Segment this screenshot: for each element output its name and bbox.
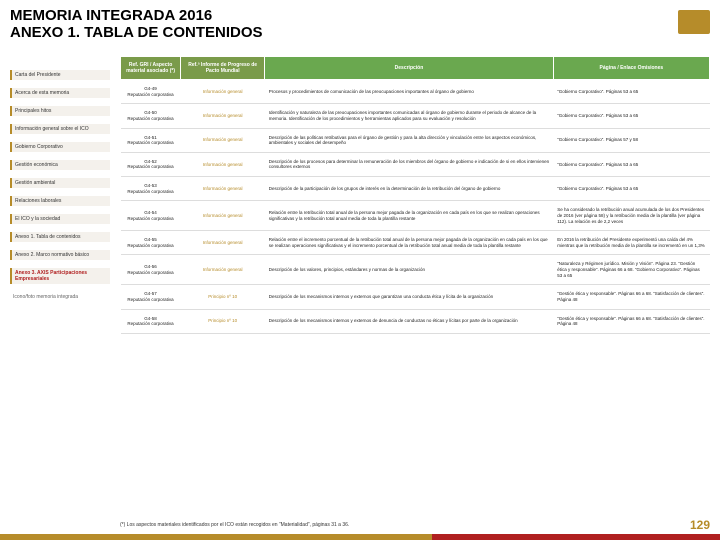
cell-inf: Información general	[181, 201, 265, 231]
cell-ref: G4-49Reputación corporativa	[121, 80, 181, 104]
table-row: G4-57Reputación corporativaPrincipio nº …	[121, 285, 710, 309]
th-ref: Ref. GRI / Aspecto material asociado (*)	[121, 57, 181, 80]
sidebar-item-6[interactable]: Gestión ambiental	[10, 178, 110, 188]
sidebar-item-5[interactable]: Gestión económica	[10, 160, 110, 170]
cell-ref: G4-55Reputación corporativa	[121, 231, 181, 255]
cell-inf: Información general	[181, 152, 265, 176]
table-row: G4-53Reputación corporativaInformación g…	[121, 177, 710, 201]
table-row: G4-52Reputación corporativaInformación g…	[121, 152, 710, 176]
cell-pag: “Gobierno Corporativo”. Páginas 57 y 58	[553, 128, 709, 152]
title-line1: MEMORIA INTEGRADA 2016	[10, 8, 710, 25]
content-area: Ref. GRI / Aspecto material asociado (*)…	[120, 56, 710, 518]
footnote: (*) Los aspectos materiales identificado…	[120, 522, 660, 528]
cell-ref: G4-50Reputación corporativa	[121, 104, 181, 128]
cell-ref: G4-53Reputación corporativa	[121, 177, 181, 201]
cell-ref: G4-57Reputación corporativa	[121, 285, 181, 309]
cell-desc: Relación entre el incremento porcentual …	[265, 231, 553, 255]
table-row: G4-58Reputación corporativaPrincipio nº …	[121, 309, 710, 333]
cell-desc: Procesos y procedimientos de comunicació…	[265, 80, 553, 104]
cell-inf: Información general	[181, 104, 265, 128]
table-row: G4-51Reputación corporativaInformación g…	[121, 128, 710, 152]
sidebar-item-2[interactable]: Principales hitos	[10, 106, 110, 116]
cell-ref: G4-56Reputación corporativa	[121, 255, 181, 285]
sidebar-item-8[interactable]: El ICO y la sociedad	[10, 214, 110, 224]
sidebar-item-7[interactable]: Relaciones laborales	[10, 196, 110, 206]
cell-desc: Descripción de los valores, principios, …	[265, 255, 553, 285]
sidebar-item-3[interactable]: Información general sobre el ICO	[10, 124, 110, 134]
sidebar-item-9[interactable]: Anexo 1. Tabla de contenidos	[10, 232, 110, 242]
cell-inf: Información general	[181, 128, 265, 152]
sidebar-item-1[interactable]: Acerca de esta memoria	[10, 88, 110, 98]
cell-pag: En 2016 la retribución del Presidente ex…	[553, 231, 709, 255]
cell-pag: Se ha considerado la retribución anual a…	[553, 201, 709, 231]
cell-desc: Descripción de los mecanismos internos y…	[265, 309, 553, 333]
sidebar-nav: Carta del Presidente Acerca de esta memor…	[10, 70, 110, 302]
cell-ref: G4-52Reputación corporativa	[121, 152, 181, 176]
cell-inf: Información general	[181, 177, 265, 201]
table-row: G4-49Reputación corporativaInformación g…	[121, 80, 710, 104]
th-inf: Ref.ª Informe de Progreso de Pacto Mundi…	[181, 57, 265, 80]
cell-desc: Relación entre la retribución total anua…	[265, 201, 553, 231]
sidebar-item-0[interactable]: Carta del Presidente	[10, 70, 110, 80]
cell-ref: G4-51Reputación corporativa	[121, 128, 181, 152]
cell-ref: G4-58Reputación corporativa	[121, 309, 181, 333]
cell-inf: Información general	[181, 231, 265, 255]
cell-desc: Identificación y naturaleza de las preoc…	[265, 104, 553, 128]
cell-pag: “Naturaleza y Régimen jurídico. Misión y…	[553, 255, 709, 285]
cell-pag: “Gestión ética y responsable”. Páginas 6…	[553, 309, 709, 333]
ico-logo	[678, 10, 710, 34]
cell-desc: Descripción de las políticas retributiva…	[265, 128, 553, 152]
th-pag: Página / Enlace Omisiones	[553, 57, 709, 80]
sidebar-item-11[interactable]: Anexo 3. AXIS Participaciones Empresaria…	[10, 268, 110, 284]
cell-desc: Descripción de los mecanismos internos y…	[265, 285, 553, 309]
table-row: G4-54Reputación corporativaInformación g…	[121, 201, 710, 231]
cell-desc: Descripción de la participación de los g…	[265, 177, 553, 201]
sidebar-item-10[interactable]: Anexo 2. Marco normativo básico	[10, 250, 110, 260]
cell-inf: Información general	[181, 255, 265, 285]
table-row: G4-55Reputación corporativaInformación g…	[121, 231, 710, 255]
contents-table: Ref. GRI / Aspecto material asociado (*)…	[120, 56, 710, 334]
cell-inf: Información general	[181, 80, 265, 104]
cell-inf: Principio nº 10	[181, 309, 265, 333]
footer-bar	[0, 534, 720, 540]
cell-pag: “Gobierno Corporativo”. Páginas 53 a 65	[553, 152, 709, 176]
cell-pag: “Gestión ética y responsable”. Páginas 6…	[553, 285, 709, 309]
cell-desc: Descripción de los procesos para determi…	[265, 152, 553, 176]
sidebar-item-12[interactable]: Icono/foto memoria integrada	[10, 292, 110, 302]
table-row: G4-56Reputación corporativaInformación g…	[121, 255, 710, 285]
cell-inf: Principio nº 10	[181, 285, 265, 309]
page-number: 129	[690, 518, 710, 532]
title-line2: ANEXO 1. TABLA DE CONTENIDOS	[10, 25, 710, 42]
cell-ref: G4-54Reputación corporativa	[121, 201, 181, 231]
th-desc: Descripción	[265, 57, 553, 80]
sidebar-item-4[interactable]: Gobierno Corporativo	[10, 142, 110, 152]
cell-pag: “Gobierno Corporativo”. Páginas 53 a 65	[553, 177, 709, 201]
table-body: G4-49Reputación corporativaInformación g…	[121, 80, 710, 334]
table-row: G4-50Reputación corporativaInformación g…	[121, 104, 710, 128]
cell-pag: “Gobierno Corporativo”. Páginas 53 a 65	[553, 80, 709, 104]
page-title-block: MEMORIA INTEGRADA 2016 ANEXO 1. TABLA DE…	[10, 8, 710, 41]
cell-pag: “Gobierno Corporativo”. Páginas 53 a 65	[553, 104, 709, 128]
